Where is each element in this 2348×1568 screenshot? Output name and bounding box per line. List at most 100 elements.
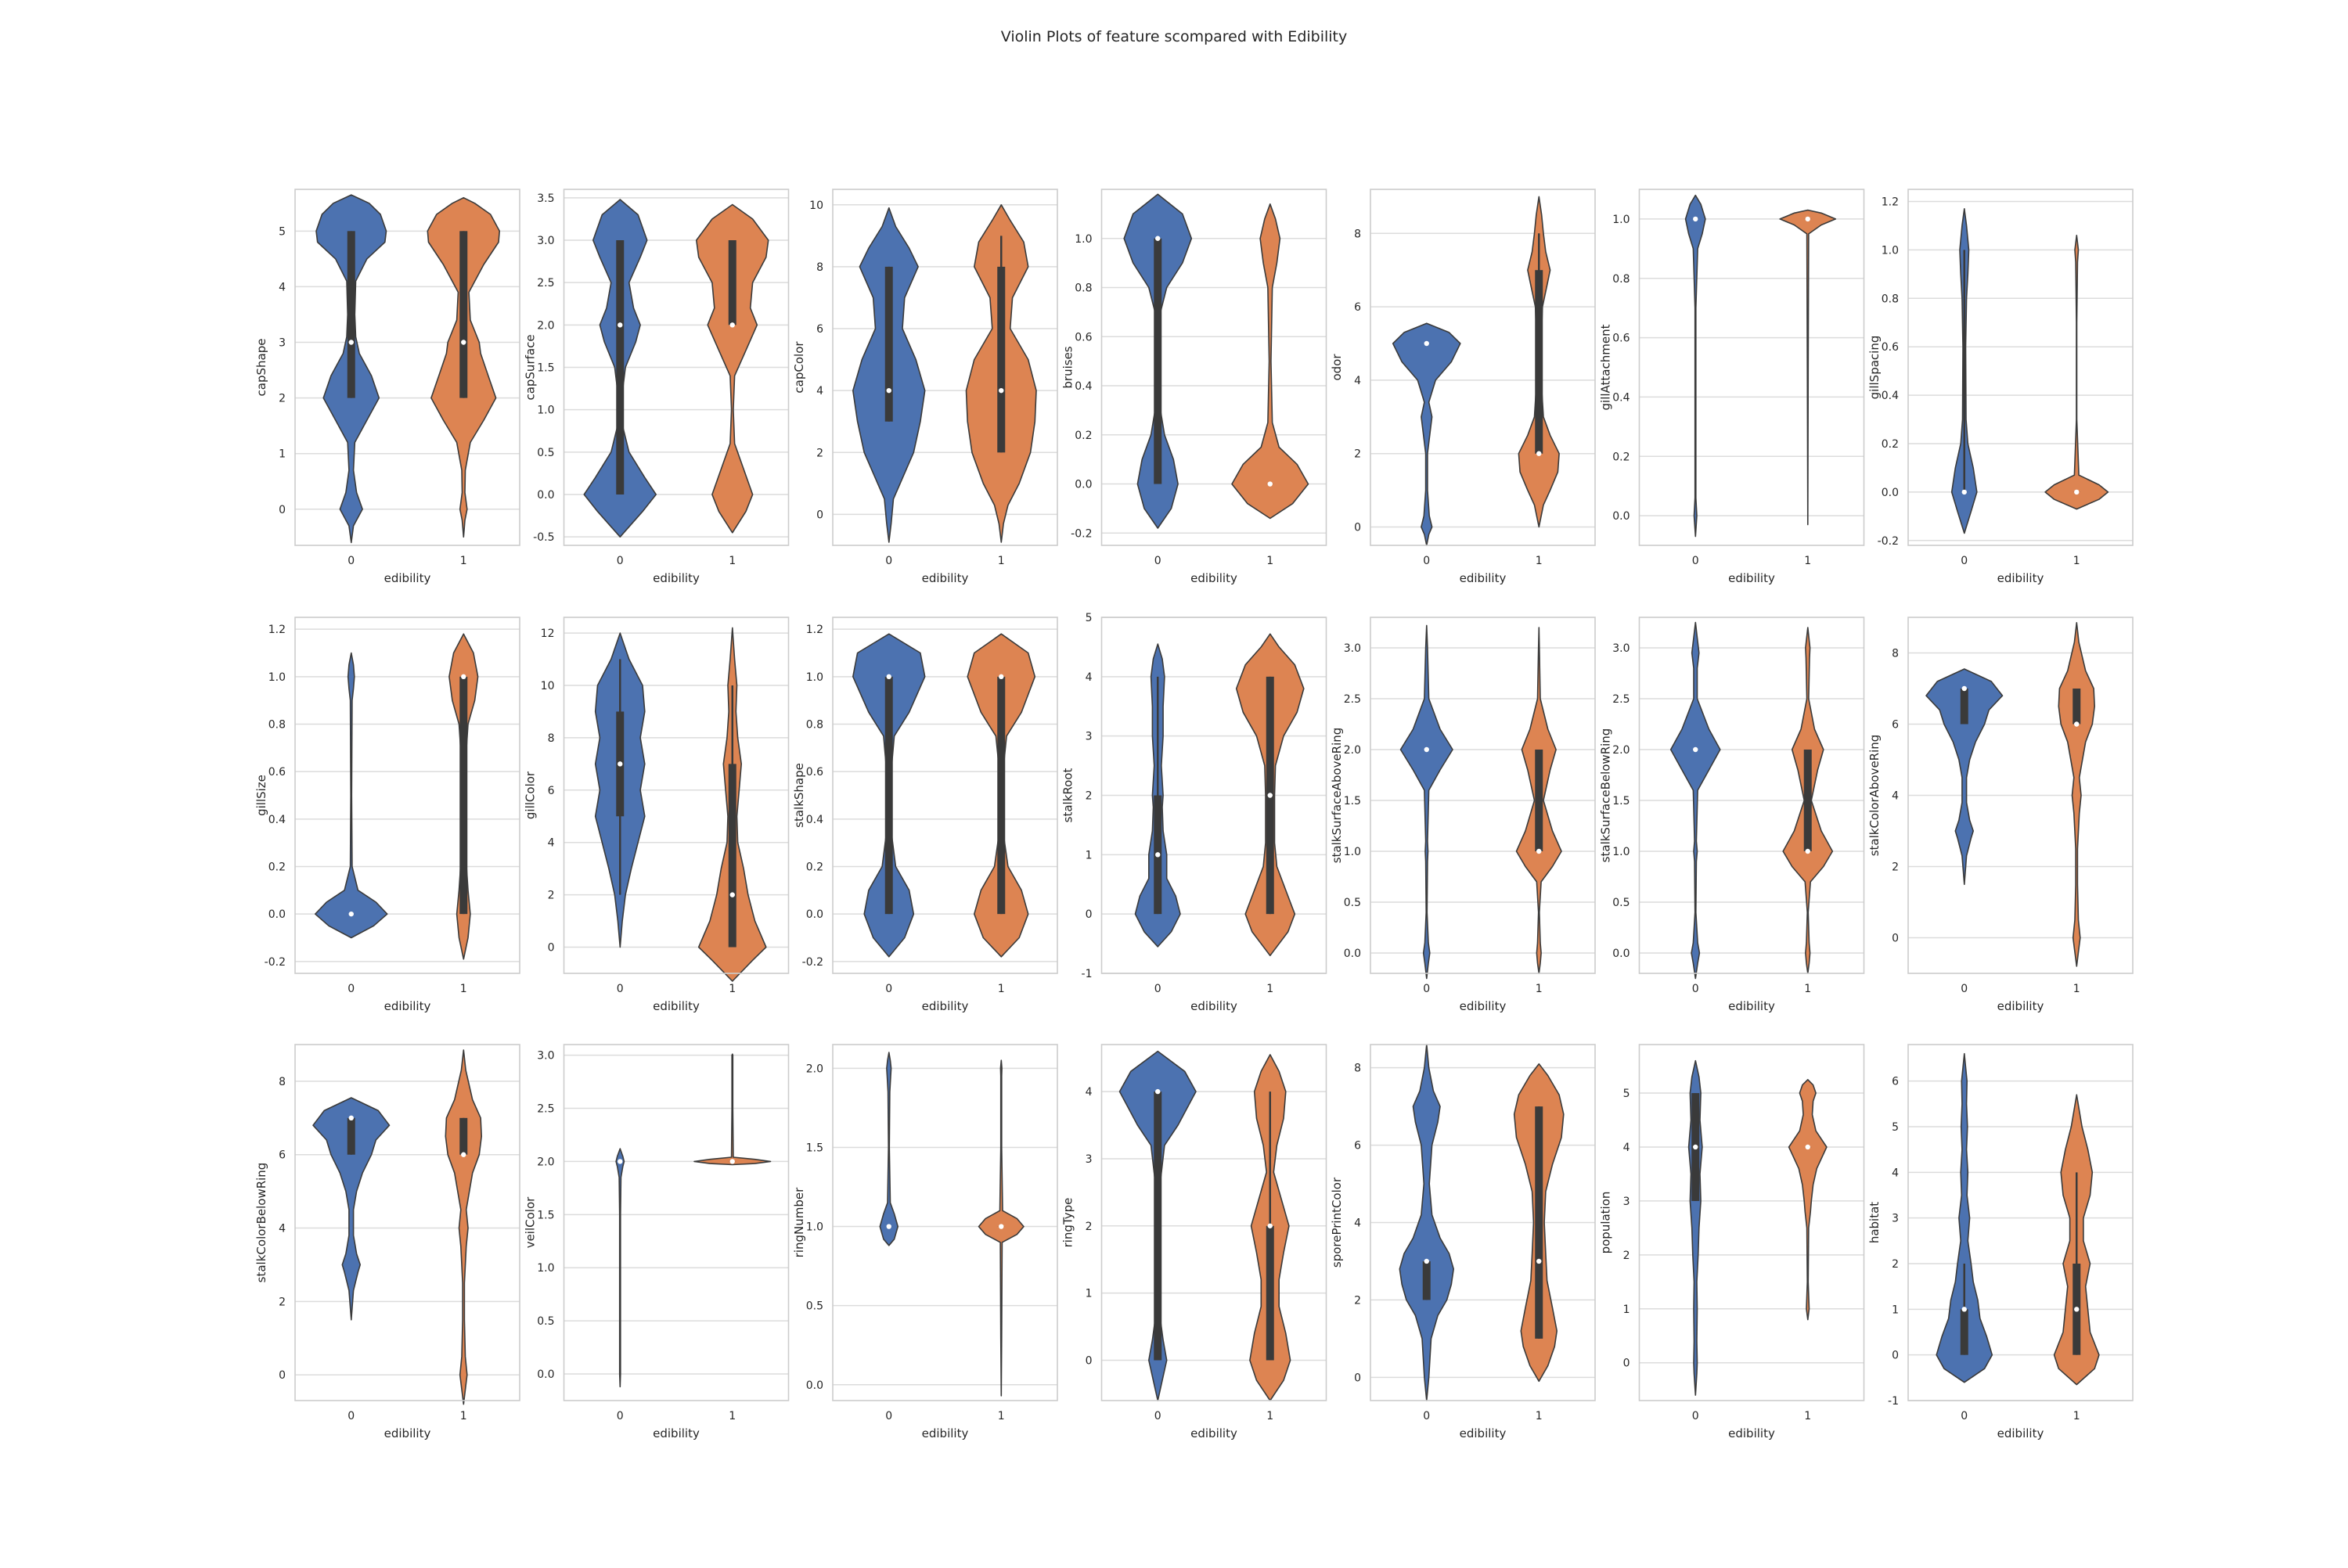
y-tick-label: 5 xyxy=(1623,1088,1630,1100)
y-tick-label: 1.0 xyxy=(537,405,554,417)
x-tick-label: 1 xyxy=(1266,983,1273,995)
y-axis-label: capSurface xyxy=(524,334,538,400)
x-tick-label: 0 xyxy=(1423,983,1430,995)
median-dot xyxy=(730,322,735,327)
y-tick-label: -1 xyxy=(1888,1395,1899,1408)
median-dot xyxy=(461,1153,466,1157)
y-tick-label: 4 xyxy=(279,281,286,293)
y-tick-label: 0 xyxy=(279,1369,286,1382)
y-tick-label: 2 xyxy=(1086,1221,1093,1233)
y-tick-label: -0.5 xyxy=(533,531,554,544)
iqr-box xyxy=(459,1118,467,1155)
x-tick-label: 1 xyxy=(2073,983,2080,995)
x-tick-label: 0 xyxy=(617,983,624,995)
y-tick-label: 3.5 xyxy=(537,192,554,205)
y-tick-label: 0.8 xyxy=(806,719,823,732)
y-tick-label: 6 xyxy=(1354,301,1361,314)
iqr-box xyxy=(1804,750,1812,851)
median-dot xyxy=(1155,852,1160,857)
y-tick-label: 3 xyxy=(279,337,286,350)
y-axis-label: stalkSurfaceAboveRing xyxy=(1330,728,1344,864)
iqr-box xyxy=(1535,1106,1543,1339)
x-axis-label: edibility xyxy=(384,571,431,585)
x-axis-label: edibility xyxy=(1997,1426,2044,1440)
y-tick-label: 1.2 xyxy=(268,624,286,636)
x-axis-label: edibility xyxy=(384,1426,431,1440)
y-tick-label: 1.5 xyxy=(1612,795,1630,807)
iqr-box xyxy=(885,267,893,422)
x-tick-label: 0 xyxy=(617,555,624,567)
y-tick-label: 2.5 xyxy=(1612,693,1630,706)
iqr-box xyxy=(1961,689,1968,725)
iqr-box xyxy=(616,240,624,494)
median-dot xyxy=(1268,481,1273,486)
iqr-box xyxy=(1266,1226,1274,1361)
y-tick-label: 3.0 xyxy=(537,235,554,247)
y-tick-label: 4 xyxy=(548,837,555,850)
iqr-box xyxy=(997,677,1005,914)
y-tick-label: 2.5 xyxy=(537,1102,554,1115)
y-tick-label: 8 xyxy=(1892,648,1899,660)
y-tick-label: 4 xyxy=(1354,375,1361,387)
y-tick-label: 1 xyxy=(1086,1288,1093,1300)
y-tick-label: 1.5 xyxy=(537,1209,554,1221)
plot-area xyxy=(1640,617,1864,973)
x-axis-label: edibility xyxy=(1190,571,1237,585)
y-tick-label: 0.0 xyxy=(1075,479,1092,491)
x-tick-label: 1 xyxy=(2073,555,2080,567)
y-tick-label: 0.0 xyxy=(537,489,554,502)
x-tick-label: 1 xyxy=(729,1410,736,1422)
x-axis-label: edibility xyxy=(1728,999,1775,1013)
figure-title: Violin Plots of feature scompared with E… xyxy=(0,28,2348,45)
y-tick-label: 6 xyxy=(1892,719,1899,732)
iqr-box xyxy=(1154,1091,1161,1360)
iqr-box xyxy=(729,240,736,325)
iqr-box xyxy=(1423,1261,1431,1300)
y-tick-label: 1.0 xyxy=(268,671,286,684)
x-tick-label: 0 xyxy=(885,1410,892,1422)
y-axis-label: bruises xyxy=(1061,346,1075,388)
y-tick-label: 8 xyxy=(548,732,555,745)
x-tick-label: 0 xyxy=(1423,1410,1430,1422)
iqr-box xyxy=(348,231,355,397)
y-tick-label: 12 xyxy=(541,628,555,640)
median-dot xyxy=(1806,1145,1810,1149)
median-dot xyxy=(2074,721,2079,726)
x-tick-label: 0 xyxy=(1692,1410,1699,1422)
x-axis-label: edibility xyxy=(653,1426,700,1440)
y-tick-label: 0 xyxy=(1354,522,1361,534)
x-tick-label: 1 xyxy=(729,983,736,995)
x-tick-label: 0 xyxy=(885,983,892,995)
median-dot xyxy=(999,674,1003,679)
y-tick-label: 3 xyxy=(1086,1153,1093,1166)
y-axis-label: stalkShape xyxy=(792,763,806,828)
y-tick-label: 0.6 xyxy=(806,766,823,779)
median-dot xyxy=(1693,747,1698,752)
y-tick-label: 0 xyxy=(1354,1372,1361,1384)
x-axis-label: edibility xyxy=(1728,1426,1775,1440)
median-dot xyxy=(461,674,466,679)
y-tick-label: 0.4 xyxy=(1612,391,1630,404)
y-axis-label: capShape xyxy=(254,339,268,397)
y-tick-label: 1.5 xyxy=(1344,795,1361,807)
x-axis-label: edibility xyxy=(1997,999,2044,1013)
y-tick-label: 2 xyxy=(816,447,823,459)
y-tick-label: 0.8 xyxy=(1882,293,1899,305)
y-tick-label: 4 xyxy=(1623,1142,1630,1154)
y-axis-label: gillSize xyxy=(254,775,268,816)
y-tick-label: 10 xyxy=(541,680,555,692)
median-dot xyxy=(618,322,622,327)
y-tick-label: 2 xyxy=(279,1296,286,1308)
y-tick-label: 3.0 xyxy=(1612,642,1630,655)
y-tick-label: 6 xyxy=(1354,1140,1361,1153)
